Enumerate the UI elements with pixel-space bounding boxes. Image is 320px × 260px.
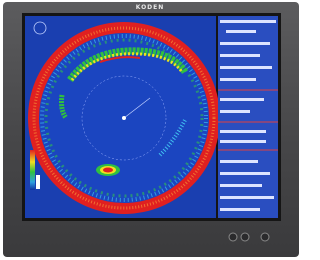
info-row bbox=[220, 160, 258, 163]
info-row bbox=[220, 66, 272, 69]
info-row bbox=[220, 196, 274, 199]
info-panel bbox=[218, 16, 278, 218]
own-ship bbox=[122, 116, 126, 120]
info-row bbox=[220, 172, 270, 175]
fish-echo-core bbox=[103, 168, 113, 173]
info-row bbox=[220, 20, 276, 23]
monitor-button[interactable] bbox=[229, 233, 237, 241]
brand-label: KODEN bbox=[136, 4, 165, 11]
info-row bbox=[220, 130, 266, 133]
power-button[interactable] bbox=[261, 233, 269, 241]
info-row bbox=[220, 110, 250, 113]
info-row bbox=[220, 140, 266, 143]
info-row bbox=[226, 30, 256, 33]
monitor-button[interactable] bbox=[241, 233, 249, 241]
info-row bbox=[220, 184, 262, 187]
page: KODEN {"header bbox=[0, 0, 302, 260]
gain-indicator bbox=[36, 175, 40, 189]
info-row bbox=[220, 54, 260, 57]
info-row bbox=[220, 208, 260, 211]
color-scale bbox=[30, 150, 35, 190]
sonar-monitor-photo: KODEN bbox=[0, 0, 302, 260]
info-row bbox=[220, 98, 264, 101]
info-row bbox=[220, 78, 256, 81]
info-row bbox=[220, 42, 270, 45]
